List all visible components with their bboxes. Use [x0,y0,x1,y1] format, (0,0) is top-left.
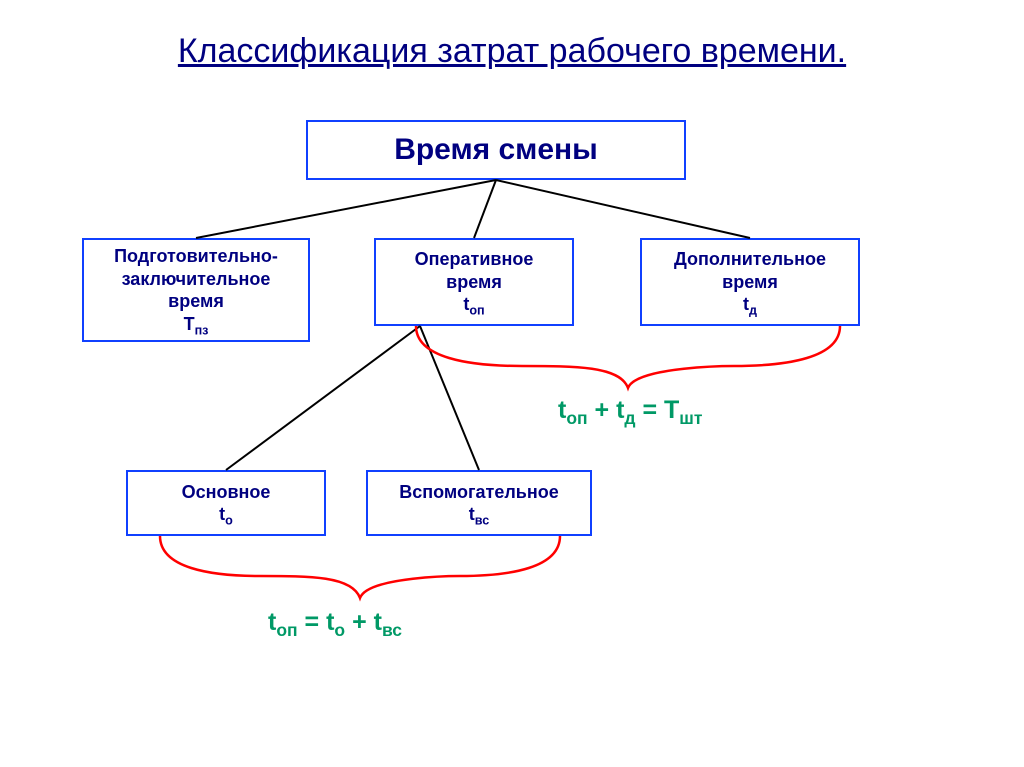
node-additional-time: Дополнительноевремяtд [640,238,860,326]
diagram-title: Классификация затрат рабочего времени. [0,32,1024,71]
node-operative-time: Оперативноевремяtоп [374,238,574,326]
node-prep-final-time: Подготовительно-заключительноевремяТпз [82,238,310,342]
connectors-overlay [0,0,1024,767]
brace-bottom [160,536,560,598]
node-main-time: Основноеtо [126,470,326,536]
curly-braces [160,326,840,598]
formula-tsht: tоп + tд = Tшт [558,396,702,425]
node-auxiliary-time: Вспомогательноеtвс [366,470,592,536]
node-root-shift-time: Время смены [306,120,686,180]
brace-top [416,326,840,388]
diagram-stage: Классификация затрат рабочего времени. В… [0,0,1024,767]
formula-top: tоп = tо + tвс [268,608,402,637]
